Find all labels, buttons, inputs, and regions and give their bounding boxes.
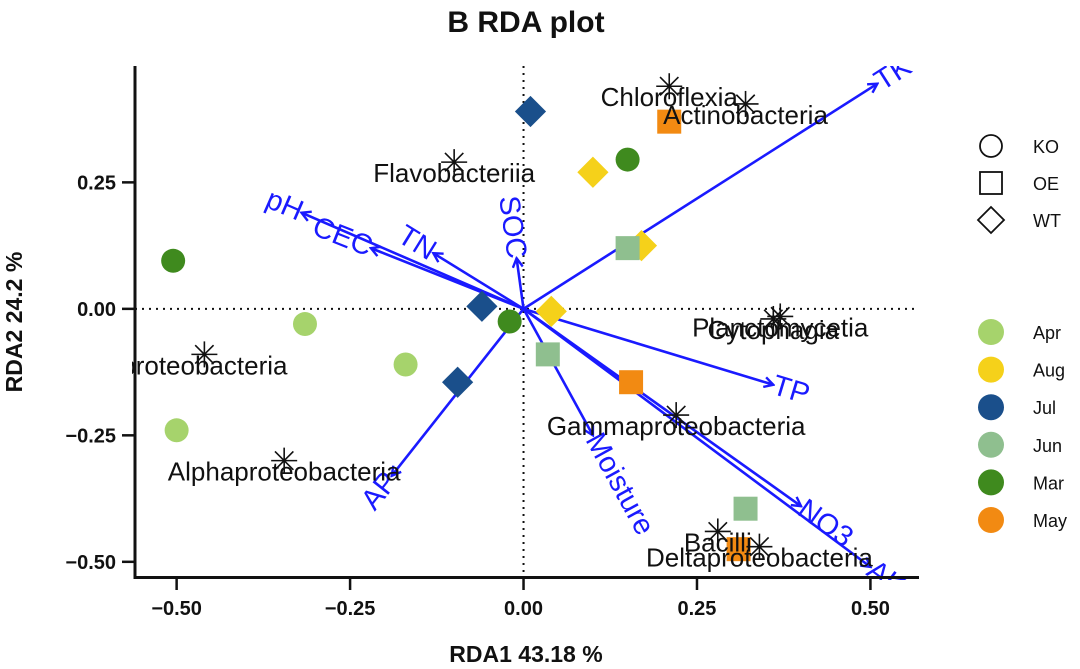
- legend-shape-square: [979, 171, 1003, 195]
- y-tick-label: 0.25: [77, 172, 116, 194]
- vector-tn: [433, 253, 525, 310]
- species-label: Bacilli: [684, 527, 752, 557]
- vector-label-tk: TK: [869, 50, 918, 97]
- vector-label-cec: CEC: [308, 211, 377, 263]
- shape-legend: KO OE WT: [976, 134, 1061, 235]
- species-marker-stroke: [708, 521, 728, 542]
- species-label: Cytophagia: [708, 315, 840, 345]
- species-label: Gammaproteobacteria: [547, 411, 806, 441]
- legend-swatch-aug: [978, 356, 1004, 383]
- legend-label-jul: Jul: [1033, 398, 1056, 418]
- legend-label-apr: Apr: [1033, 323, 1061, 343]
- species-deltaproteobacteria: Deltaproteobacteria: [646, 533, 873, 573]
- species-label: Alphaproteobacteria: [168, 457, 401, 487]
- sample-point-mar-circle: [615, 147, 640, 172]
- legend-label-wt: WT: [1033, 211, 1061, 231]
- sample-point-aug-diamond: [535, 295, 567, 327]
- sample-point-jul-diamond: [466, 290, 498, 322]
- x-tick-label: 0.00: [504, 598, 543, 620]
- species-cytophagia: Cytophagia: [708, 305, 840, 345]
- species-label: proteobacteria: [121, 350, 288, 380]
- x-tick-label: 0.25: [678, 598, 717, 620]
- species-actinobacteria: Actinobacteria: [663, 90, 828, 130]
- sample-point-jun-square: [615, 236, 640, 261]
- species-proteobacteria: proteobacteria: [121, 341, 288, 380]
- species-chloroflexia: Chloroflexia: [601, 73, 739, 112]
- y-tick-label: −0.25: [65, 425, 116, 447]
- sample-point-may-square: [726, 537, 751, 562]
- species-marker-stroke: [735, 94, 756, 114]
- legend-swatch-jul: [978, 394, 1004, 421]
- sample-point-apr-circle: [292, 312, 317, 337]
- vector-ak: [522, 307, 871, 567]
- vector-label-tp: TP: [769, 369, 814, 410]
- chart-title: B RDA plot: [447, 6, 604, 39]
- vector-label-ph: pH: [261, 183, 308, 227]
- vector-tk: [522, 84, 878, 310]
- species-marker-stroke: [659, 76, 679, 96]
- x-axis-ticks: −0.50 −0.25 0.00 0.25 0.50: [151, 578, 890, 620]
- sample-point-aug-diamond: [577, 156, 609, 188]
- sample-point-may-square: [657, 109, 682, 134]
- sample-point-mar-circle: [161, 248, 186, 273]
- sample-point-jun-square: [535, 342, 560, 367]
- legend-shape-circle: [979, 134, 1003, 158]
- y-axis-ticks: −0.50 −0.25 0.00 0.25: [65, 172, 134, 574]
- legend-swatch-jun: [978, 431, 1004, 458]
- species-planctomycetia: Planctomycetia: [692, 303, 869, 342]
- sample-point-jul-diamond: [442, 366, 474, 398]
- species-marker-stroke: [274, 450, 294, 471]
- vector-cec: [371, 248, 525, 311]
- sample-points: [161, 95, 758, 562]
- legend-swatch-mar: [978, 469, 1004, 496]
- x-tick-label: −0.50: [151, 598, 202, 620]
- species-label: Deltaproteobacteria: [646, 543, 873, 573]
- y-tick-label: 0.00: [77, 299, 116, 321]
- legend-label-may: May: [1033, 511, 1067, 531]
- species-label: Chloroflexia: [601, 82, 739, 112]
- sample-point-apr-circle: [393, 352, 418, 377]
- vector-label-soc: SOC: [492, 194, 532, 261]
- y-axis-title: RDA2 24.2 %: [1, 252, 27, 393]
- species-label: Planctomycetia: [692, 312, 869, 342]
- species-flavobacteriia: Flavobacteriia: [373, 149, 536, 188]
- vector-soc: [517, 258, 525, 310]
- vector-tp: [523, 307, 774, 385]
- sample-point-jun-square: [733, 496, 758, 521]
- legend-label-jun: Jun: [1033, 436, 1062, 456]
- vector-label-moisture: Moisture: [579, 428, 661, 541]
- legend-swatch-apr: [978, 319, 1004, 345]
- x-tick-label: 0.50: [851, 598, 890, 620]
- species-label: Actinobacteria: [663, 100, 828, 130]
- species-marker-stroke: [749, 536, 770, 557]
- sample-point-jul-diamond: [514, 95, 547, 128]
- species-gammaproteobacteria: Gammaproteobacteria: [547, 402, 806, 441]
- legend-label-mar: Mar: [1033, 473, 1064, 493]
- species-marker-stroke: [444, 152, 464, 172]
- sample-point-aug-diamond: [625, 230, 658, 262]
- species-bacilli: Bacilli: [684, 518, 752, 557]
- species-label: Flavobacteriia: [373, 158, 535, 188]
- x-tick-label: −0.25: [325, 598, 376, 620]
- legend-label-aug: Aug: [1033, 361, 1065, 381]
- species-marker-stroke: [194, 344, 215, 365]
- legend-shape-diamond: [976, 205, 1006, 235]
- sample-point-apr-circle: [164, 418, 189, 443]
- y-tick-label: −0.50: [65, 552, 116, 574]
- legend-label-oe: OE: [1033, 174, 1059, 194]
- species-alphaproteobacteria: Alphaproteobacteria: [168, 447, 401, 487]
- x-axis-title: RDA1 43.18 %: [449, 641, 602, 667]
- color-legend: Apr Aug Jul Jun Mar May: [978, 319, 1067, 533]
- legend-swatch-may: [978, 507, 1004, 533]
- species-marker-stroke: [770, 306, 790, 327]
- species-marker-stroke: [763, 309, 784, 329]
- species-marker-stroke: [666, 405, 686, 425]
- legend-label-ko: KO: [1033, 137, 1059, 157]
- sample-point-may-square: [619, 370, 644, 395]
- vector-moisture: [522, 308, 593, 435]
- sample-point-mar-circle: [497, 309, 522, 334]
